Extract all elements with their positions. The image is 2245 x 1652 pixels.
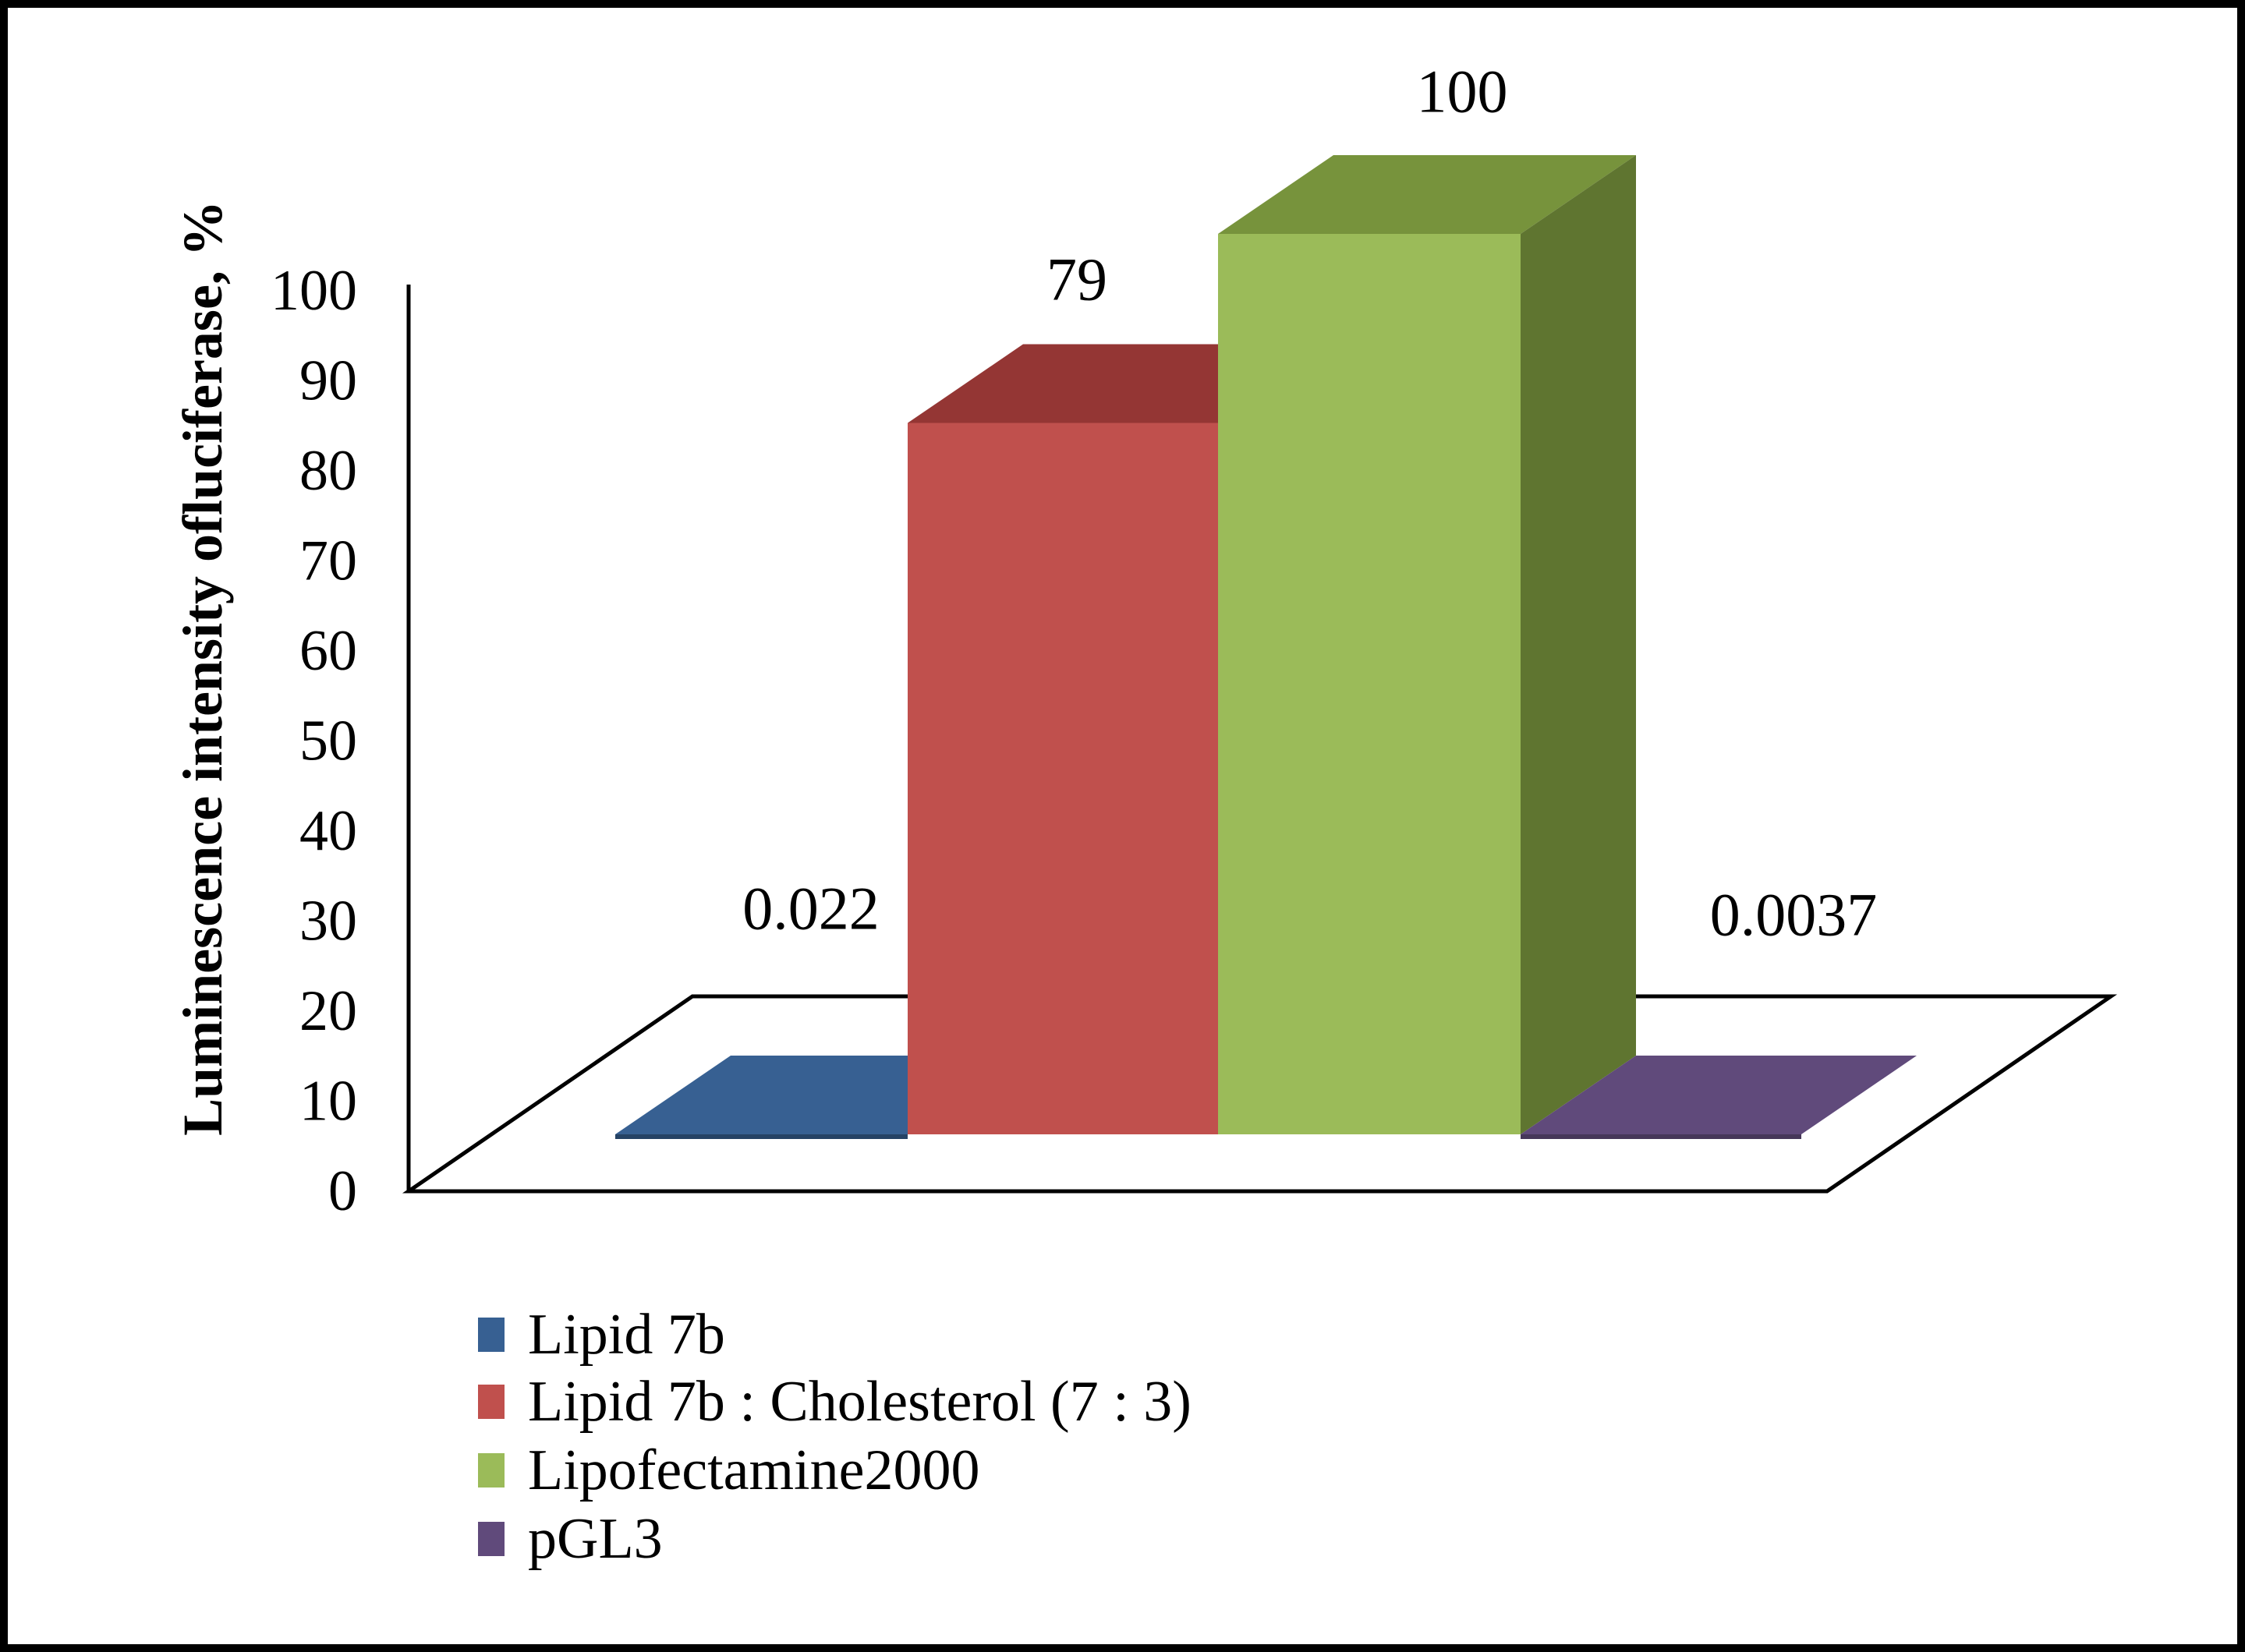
data-label-lipid-7b: 0.022	[742, 875, 880, 943]
y-axis-tick-label: 60	[299, 619, 357, 683]
y-axis-tick-label: 20	[299, 979, 357, 1043]
y-axis-tick-label: 50	[299, 709, 357, 773]
bar-lipofectamine2000-front-face	[1218, 234, 1521, 1134]
legend-label: pGL3	[528, 1507, 663, 1571]
legend-label: Lipid 7b	[528, 1303, 725, 1367]
y-axis-tick-label: 90	[299, 349, 357, 413]
bar-pgl3-top-face	[1521, 1056, 1917, 1134]
y-axis-tick-labels: 0 10 20 30 40 50 60 70 80 90 100	[271, 259, 357, 1223]
bars	[615, 155, 1917, 1139]
legend-swatch-lipid-7b	[478, 1318, 505, 1352]
bar-pgl3-front-face	[1521, 1134, 1801, 1139]
legend-swatch-lipid-7b-cholesterol-7-3	[478, 1385, 505, 1419]
y-axis-tick-label: 30	[299, 890, 357, 953]
legend-item-lipid-7b-cholesterol-7-3: Lipid 7b : Cholesterol (7 : 3)	[478, 1370, 1192, 1434]
legend-item-pgl3: pGL3	[478, 1507, 663, 1571]
y-axis-tick-label: 100	[271, 259, 357, 323]
legend-item-lipid-7b: Lipid 7b	[478, 1303, 725, 1367]
y-axis-tick-label: 40	[299, 799, 357, 863]
legend-label: Lipofectamine2000	[528, 1438, 979, 1502]
y-axis-title: Luminescence intensity ofluciferase, %	[172, 200, 234, 1136]
data-label-lipofectamine2000: 100	[1417, 58, 1508, 126]
legend-label: Lipid 7b : Cholesterol (7 : 3)	[528, 1370, 1192, 1434]
legend-swatch-lipofectamine2000	[478, 1453, 505, 1488]
data-labels: 0.022 79 100 0.0037	[742, 58, 1877, 949]
bar-lipofectamine2000-top-face	[1218, 155, 1636, 234]
bar-lipid-7b-front-face	[615, 1134, 908, 1139]
legend-swatch-pgl3	[478, 1522, 505, 1556]
data-label-lipid-7b-cholesterol-7-3: 79	[1046, 246, 1107, 313]
data-label-pgl3: 0.0037	[1710, 881, 1878, 949]
y-axis-tick-label: 80	[299, 439, 357, 503]
legend-item-lipofectamine2000: Lipofectamine2000	[478, 1438, 979, 1502]
y-axis-tick-label: 10	[299, 1070, 357, 1134]
y-axis-tick-label: 70	[299, 529, 357, 593]
y-axis-tick-label: 0	[328, 1159, 357, 1223]
bar-lipofectamine2000-side-face	[1521, 155, 1636, 1134]
bar-lipid-7b-cholesterol-7-3-front-face	[908, 423, 1218, 1134]
